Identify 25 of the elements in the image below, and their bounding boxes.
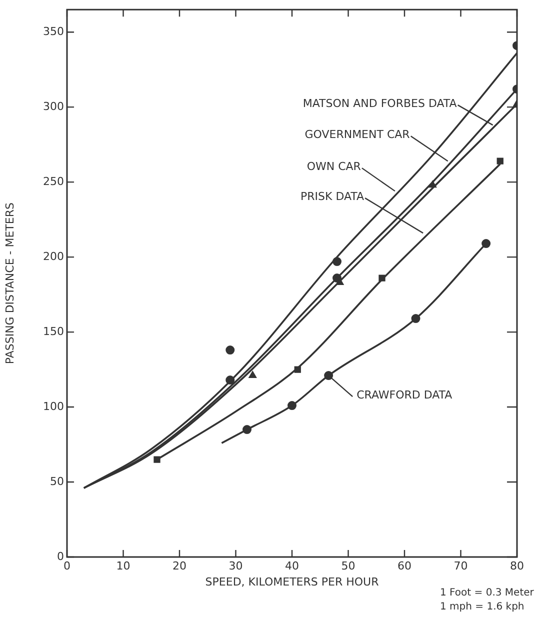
y-tick-label: 300 (43, 100, 64, 113)
y-tick-label: 250 (43, 174, 64, 188)
x-tick-label: 50 (341, 559, 356, 572)
text: 1 Foot = 0.3 Meter (440, 588, 535, 599)
y-tick-label: 150 (43, 324, 64, 338)
y-axis-title: PASSING DISTANCE - METERS (3, 202, 16, 364)
y-tick-label: 350 (43, 24, 64, 38)
x-tick-label: 30 (228, 559, 243, 572)
text: 1 mph = 1.6 kph (440, 602, 524, 613)
x-tick-label: 60 (398, 559, 412, 572)
x-tick-label: 40 (285, 559, 299, 572)
y-tick-label: 200 (43, 250, 64, 263)
y-tick-label: 100 (43, 400, 64, 413)
x-tick-label: 80 (510, 559, 524, 572)
y-tick-label: 0 (57, 550, 64, 563)
x-tick-label: 10 (116, 559, 130, 572)
x-tick-label: 20 (172, 559, 186, 572)
annotation: CRAWFORD DATA (356, 388, 453, 402)
x-tick-label: 70 (454, 559, 468, 572)
y-tick-label: 50 (50, 474, 64, 488)
annotation: PRISK DATA (300, 190, 365, 203)
x-axis-title: SPEED, KILOMETERS PER HOUR (205, 575, 380, 588)
annotation: OWN CAR (306, 160, 362, 173)
annotation: GOVERNMENT CAR (304, 128, 410, 141)
annotation: MATSON AND FORBES DATA (302, 96, 458, 110)
